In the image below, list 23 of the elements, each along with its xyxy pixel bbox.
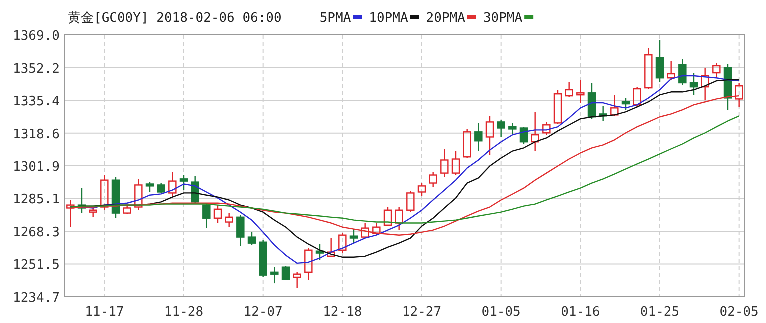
x-tick-label: 01-16 bbox=[561, 305, 600, 320]
legend-label: 5PMA bbox=[320, 11, 352, 26]
y-tick-label: 1301.9 bbox=[13, 160, 60, 175]
x-tick-label: 02-05 bbox=[720, 305, 759, 320]
legend-label: 10PMA bbox=[369, 11, 408, 26]
y-tick-label: 1318.6 bbox=[13, 127, 60, 142]
y-tick-label: 1352.2 bbox=[13, 62, 60, 77]
x-tick-label: 12-27 bbox=[402, 305, 442, 320]
chart-title: 黄金[GC00Y] 2018-02-06 06:00 bbox=[68, 11, 282, 26]
x-tick-label: 01-05 bbox=[482, 305, 521, 320]
x-tick-label: 12-18 bbox=[323, 305, 362, 320]
x-tick-label: 11-17 bbox=[85, 305, 124, 320]
x-tick-label: 12-07 bbox=[244, 305, 283, 320]
legend-label: 20PMA bbox=[426, 11, 466, 26]
y-tick-label: 1369.0 bbox=[13, 29, 60, 44]
legend-label: 30PMA bbox=[483, 11, 523, 26]
y-tick-label: 1285.1 bbox=[13, 192, 60, 208]
y-tick-label: 1234.7 bbox=[13, 291, 60, 306]
y-tick-label: 1251.5 bbox=[13, 258, 60, 274]
x-tick-label: 11-28 bbox=[164, 305, 204, 320]
x-tick-label: 01-25 bbox=[640, 305, 680, 320]
y-tick-label: 1335.4 bbox=[13, 94, 60, 110]
y-tick-label: 1268.3 bbox=[13, 225, 60, 240]
